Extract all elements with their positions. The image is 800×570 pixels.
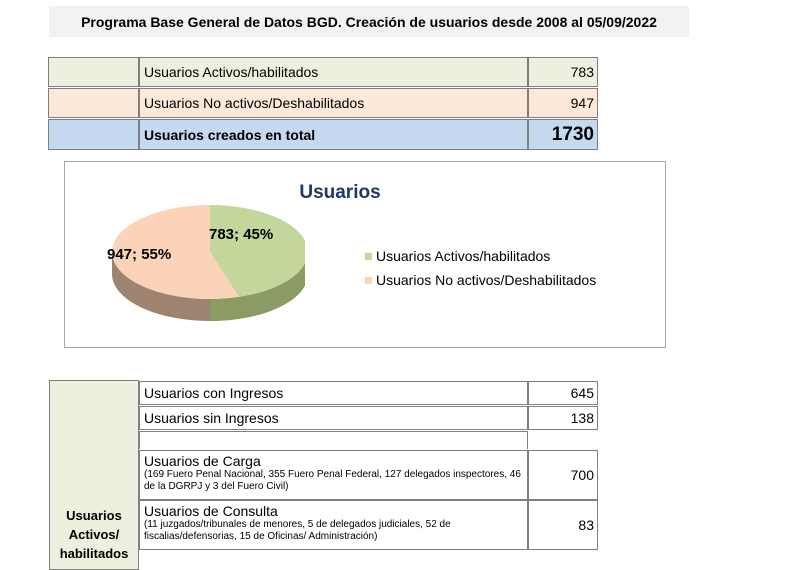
page-title: Programa Base General de Datos BGD. Crea… (49, 6, 689, 37)
detail-row-note: (11 juzgados/tribunales de menores, 5 de… (144, 519, 451, 542)
detail-row: Usuarios sin Ingresos 138 (139, 406, 598, 430)
summary-row-label: Usuarios Activos/habilitados (139, 57, 528, 87)
summary-row-label: Usuarios No activos/Deshabilitados (139, 88, 528, 118)
legend-label: Usuarios Activos/habilitados (376, 248, 551, 264)
summary-row-label: Usuarios creados en total (139, 119, 528, 150)
summary-row-inactive: Usuarios No activos/Deshabilitados 947 (48, 88, 598, 118)
legend-item: Usuarios No activos/Deshabilitados (365, 268, 596, 292)
detail-row-value: 700 (528, 450, 598, 500)
detail-row-label: Usuarios sin Ingresos (139, 406, 528, 430)
detail-spacer (139, 431, 528, 449)
detail-row-value: 645 (528, 381, 598, 405)
summary-row-active: Usuarios Activos/habilitados 783 (48, 57, 598, 87)
detail-row: Usuarios de Consulta (11 juzgados/tribun… (139, 500, 598, 550)
pie-side-active (210, 263, 305, 321)
detail-spacer-cell (139, 431, 528, 449)
pie-data-label: 783; 45% (209, 226, 274, 243)
detail-row-note: (169 Fuero Penal Nacional, 355 Fuero Pen… (144, 469, 521, 492)
chart-title: Usuarios (299, 182, 381, 203)
detail-row-label: Usuarios con Ingresos (139, 381, 528, 405)
detail-row: Usuarios de Carga (169 Fuero Penal Nacio… (139, 450, 598, 500)
legend-swatch (365, 276, 372, 284)
detail-row-label: Usuarios de Consulta (11 juzgados/tribun… (139, 500, 528, 550)
pie-data-label: 947; 55% (107, 246, 172, 263)
summary-row-total: Usuarios creados en total 1730 (48, 119, 598, 150)
pie-slice (111, 205, 239, 299)
pie-slice (210, 205, 305, 297)
summary-row-marker (48, 57, 139, 87)
detail-row-label: Usuarios de Carga (169 Fuero Penal Nacio… (139, 450, 528, 500)
summary-row-value: 1730 (528, 119, 598, 150)
legend-label: Usuarios No activos/Deshabilitados (376, 272, 597, 288)
detail-row-title: Usuarios de Carga (144, 453, 261, 469)
legend-item: Usuarios Activos/habilitados (365, 244, 596, 268)
detail-side-label: Usuarios Activos/ habilitados (49, 380, 139, 570)
summary-row-value: 783 (528, 57, 598, 87)
pie-svg (111, 205, 305, 321)
detail-row-value: 138 (528, 406, 598, 430)
detail-row-value: 83 (528, 500, 598, 550)
detail-row: Usuarios con Ingresos 645 (139, 381, 598, 405)
summary-row-marker (48, 119, 139, 150)
detail-row-title: Usuarios de Consulta (144, 503, 278, 519)
pie-chart: Usuarios 783; 45% 947; 55% Usuarios Acti… (64, 161, 666, 348)
chart-legend: Usuarios Activos/habilitados Usuarios No… (365, 244, 596, 292)
legend-swatch (365, 252, 372, 260)
summary-row-value: 947 (528, 88, 598, 118)
summary-row-marker (48, 88, 139, 118)
